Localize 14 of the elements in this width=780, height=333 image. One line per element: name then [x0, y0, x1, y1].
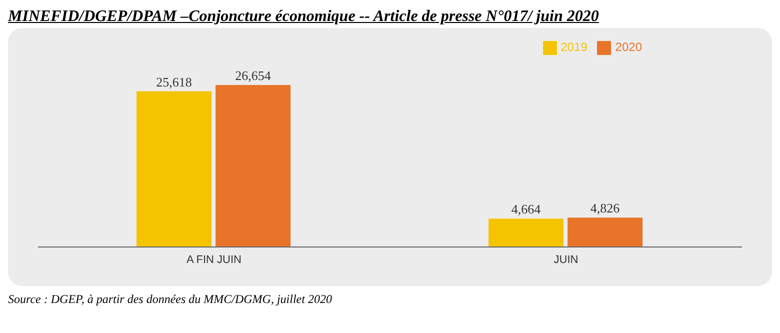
- data-label: 25,618: [156, 74, 192, 90]
- legend-label: 2019: [560, 40, 588, 54]
- x-tick-label: JUIN: [554, 254, 578, 266]
- chart-title: MINEFID/DGEP/DPAM –Conjoncture économique -- Article de presse N°017/ juin 2020: [8, 8, 600, 26]
- bar: [568, 218, 643, 247]
- bar: [216, 85, 291, 247]
- bar: [136, 91, 212, 247]
- x-tick-label: A FIN JUIN: [186, 254, 242, 266]
- data-label: 4,664: [511, 202, 542, 217]
- bar: [488, 218, 564, 247]
- legend-label: 2020: [615, 40, 642, 54]
- data-label: 26,654: [235, 68, 272, 84]
- source-note: Source : DGEP, à partir des données du MMC/DGMG, juillet 2020: [8, 292, 333, 307]
- data-label: 4,826: [590, 200, 620, 216]
